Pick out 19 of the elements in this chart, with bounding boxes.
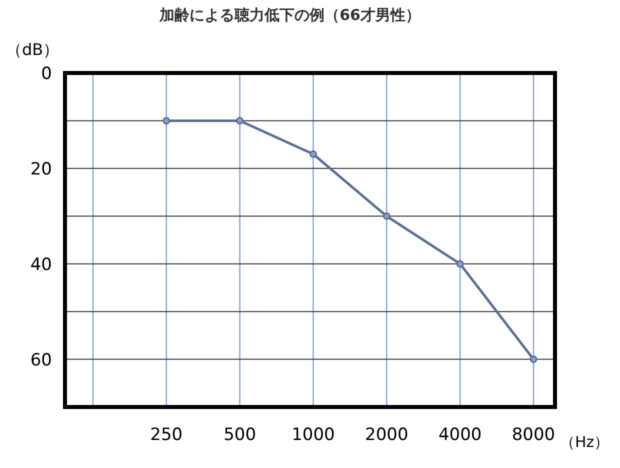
y-axis-title: （dB） <box>6 40 60 59</box>
y-tick-label: 40 <box>30 254 52 275</box>
point <box>382 212 390 220</box>
y-tick-label: 60 <box>30 350 52 370</box>
x-tick-label: 8000 <box>512 425 556 445</box>
x-axis-title: （Hz） <box>560 433 610 451</box>
point <box>236 116 244 124</box>
x-tick-label: 500 <box>224 425 256 445</box>
x-tick-label: 250 <box>150 425 183 445</box>
chart-title: 加齢による聴力低下の例（66才男性） <box>158 6 420 24</box>
point <box>456 260 464 268</box>
y-tick-label: 20 <box>30 159 52 180</box>
point <box>162 116 170 124</box>
x-tick-label: 4000 <box>438 425 482 445</box>
x-tick-label: 2000 <box>365 425 408 445</box>
point <box>309 150 317 158</box>
y-tick-label: 0 <box>41 64 52 84</box>
point <box>530 356 538 364</box>
x-tick-label: 1000 <box>292 425 335 445</box>
